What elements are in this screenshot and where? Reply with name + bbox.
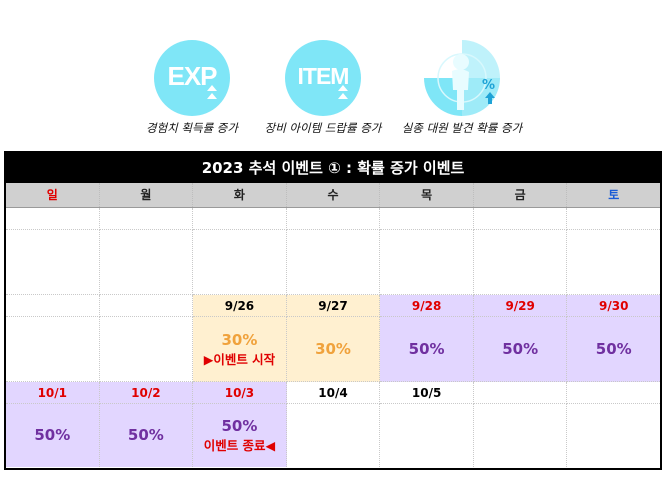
week1-body-row: 30% ▶이벤트 시작 30% 50% 50% 50% bbox=[6, 317, 661, 382]
date-cell-0928: 9/28 bbox=[380, 295, 474, 317]
calendar-grid: 9/26 9/27 9/28 9/29 9/30 30% ▶이벤트 시작 30%… bbox=[6, 208, 661, 467]
week1-date-row: 9/26 9/27 9/28 9/29 9/30 bbox=[6, 295, 661, 317]
percent-symbol: % bbox=[482, 78, 496, 93]
calendar-cell bbox=[473, 230, 568, 295]
rate-value: 50% bbox=[127, 426, 164, 444]
missing-crew-icon: % bbox=[424, 40, 500, 116]
date-cell-1001: 10/1 bbox=[6, 382, 100, 404]
date-label: 10/5 bbox=[411, 386, 442, 400]
rate-value: 50% bbox=[34, 426, 71, 444]
calendar-cell bbox=[567, 382, 661, 404]
value-cell-1003: 50% 이벤트 종료◀ bbox=[193, 404, 287, 467]
item-icon: ITEM bbox=[285, 40, 361, 116]
date-label: 10/1 bbox=[37, 386, 67, 400]
date-label: 9/29 bbox=[505, 299, 535, 313]
weekday-sun: 일 bbox=[6, 183, 100, 207]
weekday-wed: 수 bbox=[287, 183, 381, 207]
up-arrows-icon bbox=[207, 85, 219, 101]
rate-value: 50% bbox=[408, 340, 445, 358]
calendar-cell bbox=[473, 208, 568, 230]
event-end-note: 이벤트 종료◀ bbox=[203, 438, 276, 453]
date-cell-0927: 9/27 bbox=[286, 295, 381, 317]
date-cell-0926: 9/26 bbox=[193, 295, 287, 317]
calendar-cell bbox=[287, 404, 381, 467]
date-label: 9/28 bbox=[411, 299, 442, 313]
calendar-cell bbox=[6, 208, 100, 230]
weekday-fri: 금 bbox=[474, 183, 568, 207]
missing-crew-label: 실종 대원 발견 확률 증가 bbox=[401, 121, 523, 135]
calendar-cell bbox=[474, 404, 568, 467]
value-cell-0930: 50% bbox=[567, 317, 661, 382]
rate-value: 50% bbox=[502, 340, 539, 358]
missing-crew-icon-group: % 실종 대원 발견 확률 증가 bbox=[387, 40, 537, 136]
value-cell-0927: 30% bbox=[286, 317, 381, 382]
empty-week-date-row bbox=[6, 208, 661, 230]
up-arrows-icon bbox=[338, 85, 350, 101]
calendar-cell bbox=[286, 208, 381, 230]
calendar-cell bbox=[193, 208, 287, 230]
calendar-cell bbox=[99, 317, 194, 382]
calendar-title: 2023 추석 이벤트 ① : 확률 증가 이벤트 bbox=[6, 153, 660, 183]
week2-body-row: 50% 50% 50% 이벤트 종료◀ bbox=[6, 404, 660, 467]
exp-icon: EXP bbox=[154, 40, 230, 116]
week2-date-row: 10/1 10/2 10/3 10/4 10/5 bbox=[6, 382, 661, 404]
radar-person-icon bbox=[424, 40, 500, 116]
rate-value: 30% bbox=[315, 340, 351, 358]
weekday-mon: 월 bbox=[100, 183, 194, 207]
calendar-cell bbox=[380, 230, 474, 295]
event-start-note: ▶이벤트 시작 bbox=[203, 352, 276, 367]
date-cell-1002: 10/2 bbox=[99, 382, 194, 404]
weekday-header: 일 월 화 수 목 금 토 bbox=[6, 183, 660, 208]
value-cell-0929: 50% bbox=[473, 317, 568, 382]
calendar-cell bbox=[99, 295, 194, 317]
calendar-cell bbox=[99, 230, 194, 295]
date-label: 10/4 bbox=[318, 386, 348, 400]
date-label: 10/3 bbox=[224, 386, 255, 400]
calendar-cell bbox=[380, 404, 474, 467]
value-cell-0926: 30% ▶이벤트 시작 bbox=[193, 317, 287, 382]
calendar-cell bbox=[567, 208, 661, 230]
date-cell-0929: 9/29 bbox=[473, 295, 568, 317]
value-cell-1002: 50% bbox=[99, 404, 194, 467]
exp-label: 경험치 획득률 증가 bbox=[146, 121, 238, 135]
calendar-cell bbox=[6, 295, 100, 317]
item-icon-group: ITEM 장비 아이템 드랍률 증가 bbox=[248, 40, 398, 136]
date-label: 9/27 bbox=[318, 299, 348, 313]
empty-week-body-row bbox=[6, 230, 661, 295]
weekday-sat: 토 bbox=[608, 188, 620, 202]
calendar-cell bbox=[380, 208, 474, 230]
event-calendar: 2023 추석 이벤트 ① : 확률 증가 이벤트 일 월 화 수 목 금 토 bbox=[4, 151, 662, 470]
calendar-cell bbox=[6, 317, 100, 382]
value-cell-0928: 50% bbox=[380, 317, 474, 382]
calendar-cell bbox=[567, 404, 660, 467]
item-label: 장비 아이템 드랍률 증가 bbox=[264, 121, 382, 135]
calendar-cell bbox=[286, 230, 381, 295]
value-cell-1001: 50% bbox=[6, 404, 100, 467]
exp-icon-group: EXP 경험치 획득률 증가 bbox=[117, 40, 267, 136]
date-cell-0930: 9/30 bbox=[567, 295, 661, 317]
date-cell-1004: 10/4 bbox=[286, 382, 381, 404]
date-label: 9/30 bbox=[599, 299, 629, 313]
rate-value: 50% bbox=[221, 417, 258, 435]
date-cell-1003: 10/3 bbox=[193, 382, 287, 404]
weekday-tue: 화 bbox=[193, 183, 287, 207]
calendar-cell bbox=[6, 230, 100, 295]
calendar-cell bbox=[567, 230, 661, 295]
weekday-thu: 목 bbox=[380, 183, 474, 207]
date-label: 9/26 bbox=[224, 299, 255, 313]
date-cell-1005: 10/5 bbox=[380, 382, 474, 404]
item-icon-text: ITEM bbox=[297, 63, 350, 89]
rate-value: 30% bbox=[221, 331, 258, 349]
rate-value: 50% bbox=[595, 340, 632, 358]
calendar-cell bbox=[193, 230, 287, 295]
calendar-cell bbox=[99, 208, 194, 230]
calendar-cell bbox=[473, 382, 568, 404]
date-label: 10/2 bbox=[131, 386, 161, 400]
